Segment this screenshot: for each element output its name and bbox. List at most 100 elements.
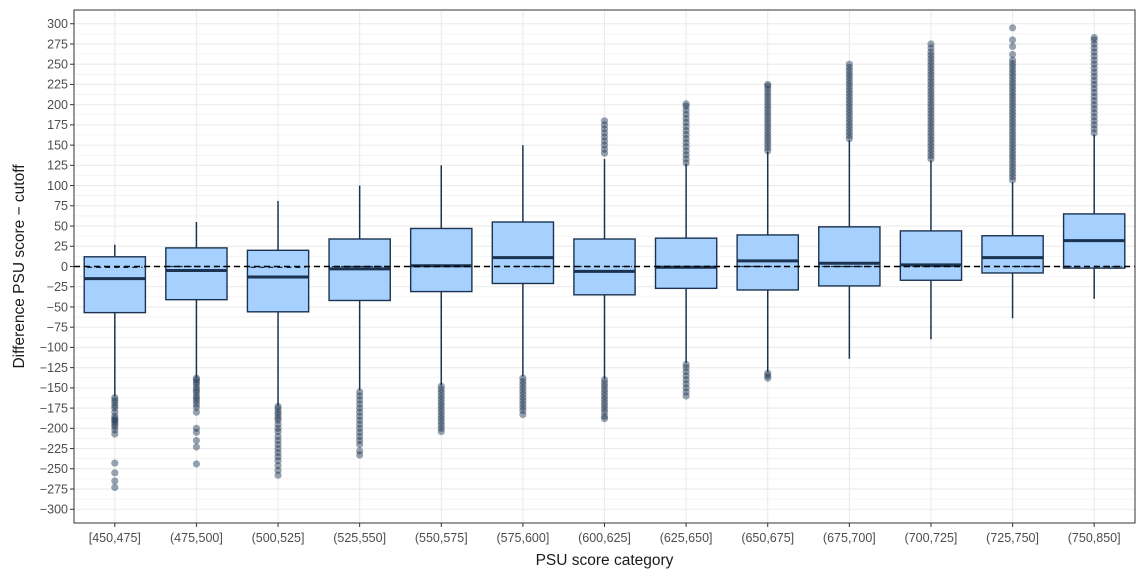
outlier-point xyxy=(1008,72,1017,80)
outlier-point xyxy=(845,92,853,101)
outlier-point xyxy=(927,152,935,160)
outlier-point xyxy=(764,85,772,93)
outlier-point xyxy=(1008,36,1017,44)
outlier-point xyxy=(845,135,853,143)
outlier-point xyxy=(600,402,609,410)
outlier-point xyxy=(437,427,445,436)
x-tick-label: (700,725] xyxy=(905,531,958,545)
outlier-point xyxy=(845,67,853,75)
outlier-point xyxy=(1090,72,1098,80)
outlier-point xyxy=(927,129,935,137)
outlier-point xyxy=(192,376,201,384)
outlier-point xyxy=(274,427,282,436)
outlier-point xyxy=(764,143,772,152)
outlier-point xyxy=(845,83,853,91)
outlier-point xyxy=(1008,63,1017,71)
outlier-point xyxy=(274,457,282,465)
outlier-point xyxy=(927,77,935,85)
outlier-point xyxy=(1008,24,1017,32)
outlier-point xyxy=(845,89,853,97)
outlier-point xyxy=(682,384,690,392)
outlier-point xyxy=(682,360,690,369)
outlier-point xyxy=(845,105,853,114)
outlier-point xyxy=(1008,114,1017,123)
x-tick-label: [450,475] xyxy=(89,531,141,545)
outlier-point xyxy=(682,135,690,143)
outlier-point xyxy=(519,377,527,385)
outlier-point xyxy=(111,402,119,410)
outlier-point xyxy=(1008,156,1017,165)
boxes-layer xyxy=(83,24,1126,491)
y-tick-label: 250 xyxy=(47,58,68,72)
y-tick-label: −300 xyxy=(40,503,68,517)
outlier-point xyxy=(682,100,690,108)
outlier-point xyxy=(764,369,772,377)
outlier-point xyxy=(192,428,201,436)
y-tick-label: 50 xyxy=(54,219,68,233)
outlier-point xyxy=(845,63,853,72)
outlier-point xyxy=(682,372,690,380)
outlier-point xyxy=(927,74,935,82)
outlier-point xyxy=(682,388,690,396)
outlier-point xyxy=(1090,92,1098,101)
outlier-point xyxy=(927,90,935,98)
outlier-point xyxy=(356,404,364,412)
outlier-point xyxy=(682,139,690,147)
outlier-point xyxy=(111,415,119,423)
iqr-box xyxy=(736,234,800,291)
outlier-point xyxy=(682,376,690,384)
outlier-point xyxy=(1008,85,1017,93)
y-tick-label: 25 xyxy=(54,240,68,254)
outlier-point xyxy=(682,110,690,118)
x-tick-label: (750,850] xyxy=(1068,531,1121,545)
y-tick-label: −275 xyxy=(40,482,68,496)
outlier-point xyxy=(356,400,364,408)
outlier-point xyxy=(764,137,772,145)
outlier-point xyxy=(111,416,119,424)
box-(725,750] xyxy=(981,24,1044,319)
outlier-point xyxy=(356,420,364,428)
y-tick-label: 0 xyxy=(61,260,68,274)
outlier-point xyxy=(600,405,609,413)
y-tick-label: −150 xyxy=(40,381,68,395)
outlier-point xyxy=(1008,88,1017,97)
outlier-point xyxy=(1008,147,1017,155)
outlier-point xyxy=(927,64,935,72)
outlier-point xyxy=(111,477,119,485)
outlier-point xyxy=(845,86,853,94)
y-tick-label: 75 xyxy=(54,199,68,213)
outlier-point xyxy=(437,415,445,423)
outlier-point xyxy=(682,368,690,376)
outlier-point xyxy=(192,378,201,386)
outlier-point xyxy=(1090,80,1098,89)
outlier-point xyxy=(1090,52,1098,60)
outlier-point xyxy=(356,440,364,449)
outlier-point xyxy=(764,92,772,100)
outlier-point xyxy=(1008,124,1017,132)
outlier-point xyxy=(845,96,853,104)
outlier-point xyxy=(192,408,201,416)
x-axis: [450,475] (475,500] (500,525] (525,550] (550… xyxy=(89,523,1121,545)
outlier-point xyxy=(1090,60,1098,68)
outlier-point xyxy=(682,392,690,400)
outlier-point xyxy=(437,405,445,413)
box-(650,675] xyxy=(736,80,800,382)
outlier-point xyxy=(764,114,772,123)
outlier-point xyxy=(1008,160,1017,168)
outlier-point xyxy=(1008,92,1017,100)
outlier-point xyxy=(764,131,772,139)
y-tick-label: 175 xyxy=(47,118,68,132)
x-tick-label: (500,525] xyxy=(252,531,305,545)
outlier-point xyxy=(600,129,609,137)
x-axis-title: PSU score category xyxy=(536,552,674,569)
outlier-point xyxy=(600,385,609,394)
outlier-point xyxy=(927,142,935,150)
outlier-point xyxy=(845,99,853,107)
outlier-point xyxy=(927,80,935,89)
outlier-point xyxy=(927,54,935,63)
outlier-point xyxy=(519,403,527,411)
box-(700,725] xyxy=(899,40,963,340)
outlier-point xyxy=(845,131,853,140)
outlier-point xyxy=(1008,131,1017,139)
